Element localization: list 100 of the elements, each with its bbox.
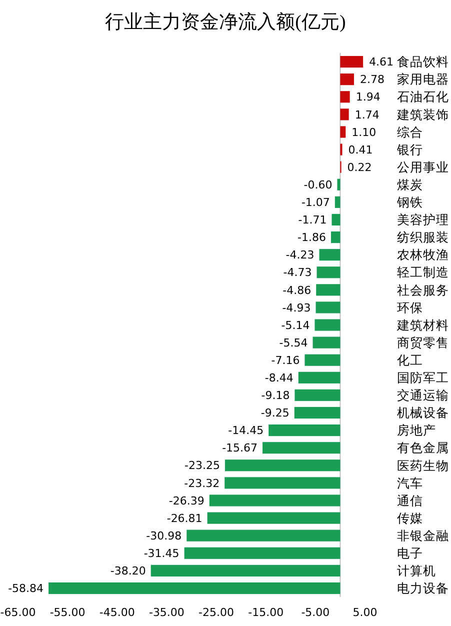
- y-tick-label: 汽车: [397, 475, 423, 490]
- y-tick-label: 传媒: [397, 510, 423, 526]
- data-label: -31.45: [144, 546, 180, 560]
- data-label: -38.20: [110, 564, 146, 578]
- data-label: -1.71: [298, 214, 327, 227]
- bar: [298, 372, 340, 384]
- x-tick-label: -35.00: [148, 606, 184, 619]
- bar: [312, 336, 340, 348]
- bar: [334, 196, 340, 208]
- y-tick-label: 公用事业: [397, 159, 449, 174]
- y-tick-label: 煤炭: [397, 176, 423, 192]
- data-label: 1.74: [354, 108, 380, 122]
- x-tick-label: -55.00: [50, 606, 86, 619]
- bar: [207, 512, 340, 524]
- bar: [184, 547, 340, 559]
- data-label: -4.73: [283, 266, 312, 280]
- x-tick-label: -65.00: [0, 606, 36, 619]
- data-label: -1.86: [298, 231, 326, 244]
- data-label: -0.60: [304, 178, 332, 192]
- y-tick-label: 商贸零售: [397, 334, 449, 350]
- y-tick-label: 社会服务: [397, 282, 449, 298]
- data-label: 2.78: [360, 73, 384, 86]
- data-label: -1.07: [301, 196, 330, 210]
- data-label: -4.86: [282, 284, 312, 297]
- data-label: -14.45: [228, 424, 264, 438]
- data-label: 1.10: [352, 126, 376, 139]
- bar: [340, 56, 364, 68]
- y-tick-label: 美容护理: [397, 212, 449, 228]
- bar: [340, 126, 346, 138]
- data-label: -5.14: [281, 318, 310, 332]
- y-tick-label: 石油石化: [397, 89, 449, 104]
- x-tick-label: -45.00: [99, 606, 135, 619]
- y-tick-label: 环保: [397, 300, 423, 315]
- y-tick-label: 电力设备: [397, 580, 449, 596]
- data-label: -9.25: [260, 406, 290, 420]
- data-label: 0.22: [347, 160, 372, 174]
- x-tick-label: 5.00: [352, 606, 378, 619]
- bar: [332, 214, 340, 226]
- bar: [262, 442, 340, 454]
- y-tick-label: 非银金融: [397, 528, 449, 543]
- data-label: 4.61: [369, 56, 394, 69]
- x-tick-label: -25.00: [198, 606, 234, 619]
- y-tick-label: 农林牧渔: [397, 247, 449, 262]
- chart-title: 行业主力资金净流入额(亿元): [105, 11, 346, 33]
- y-tick-label: 有色金属: [397, 440, 449, 456]
- data-label: -4.23: [286, 248, 314, 262]
- y-tick-label: 电子: [397, 546, 423, 561]
- y-tick-label: 钢铁: [396, 194, 423, 210]
- bar: [294, 389, 340, 401]
- bar: [186, 530, 340, 542]
- bar: [337, 178, 340, 190]
- data-label: -15.67: [222, 442, 258, 455]
- x-tick-label: -5.00: [301, 606, 330, 619]
- bar: [319, 249, 340, 261]
- bar: [209, 494, 340, 506]
- data-label: 0.41: [348, 143, 373, 156]
- bar: [316, 302, 340, 314]
- y-tick-label: 家用电器: [397, 72, 449, 87]
- data-label: 1.94: [356, 90, 380, 104]
- data-label: -26.81: [166, 512, 202, 525]
- y-tick-label: 建筑装饰: [396, 106, 449, 122]
- y-tick-label: 食品饮料: [397, 54, 449, 70]
- data-label: -9.18: [261, 389, 290, 402]
- y-tick-label: 机械设备: [397, 405, 449, 420]
- bar: [340, 74, 354, 86]
- bar: [48, 582, 340, 594]
- y-tick-label: 建筑材料: [396, 317, 449, 332]
- bar: [340, 91, 350, 103]
- bar: [316, 284, 340, 296]
- bar: [304, 354, 340, 366]
- data-label: -23.32: [184, 476, 220, 490]
- data-label: -26.39: [168, 494, 204, 508]
- y-tick-label: 银行: [396, 142, 423, 157]
- y-tick-label: 房地产: [397, 422, 436, 438]
- y-tick-label: 医药生物: [397, 458, 449, 473]
- y-tick-label: 纺织服装: [397, 230, 449, 245]
- bar: [316, 266, 340, 278]
- bar: [330, 231, 340, 244]
- data-label: -7.16: [271, 354, 300, 367]
- data-label: -4.93: [282, 301, 311, 314]
- data-label: -5.54: [279, 336, 308, 350]
- y-tick-label: 综合: [397, 124, 423, 140]
- y-tick-label: 交通运输: [397, 388, 449, 403]
- bar: [294, 406, 340, 419]
- bar: [340, 108, 349, 120]
- data-label: -8.44: [264, 371, 294, 384]
- y-tick-label: 轻工制造: [397, 264, 449, 280]
- data-label: -30.98: [146, 529, 182, 542]
- bar: [268, 424, 340, 436]
- bar: [314, 319, 340, 331]
- bar: [224, 460, 340, 472]
- y-tick-label: 计算机: [397, 563, 436, 578]
- x-tick-label: -15.00: [248, 606, 284, 619]
- bar: [150, 564, 340, 576]
- data-label: -23.25: [184, 459, 220, 472]
- y-tick-label: 化工: [397, 352, 423, 368]
- y-tick-label: 通信: [397, 492, 423, 508]
- bar: [224, 477, 340, 489]
- y-tick-label: 国防军工: [397, 370, 449, 386]
- data-label: -58.84: [8, 582, 44, 596]
